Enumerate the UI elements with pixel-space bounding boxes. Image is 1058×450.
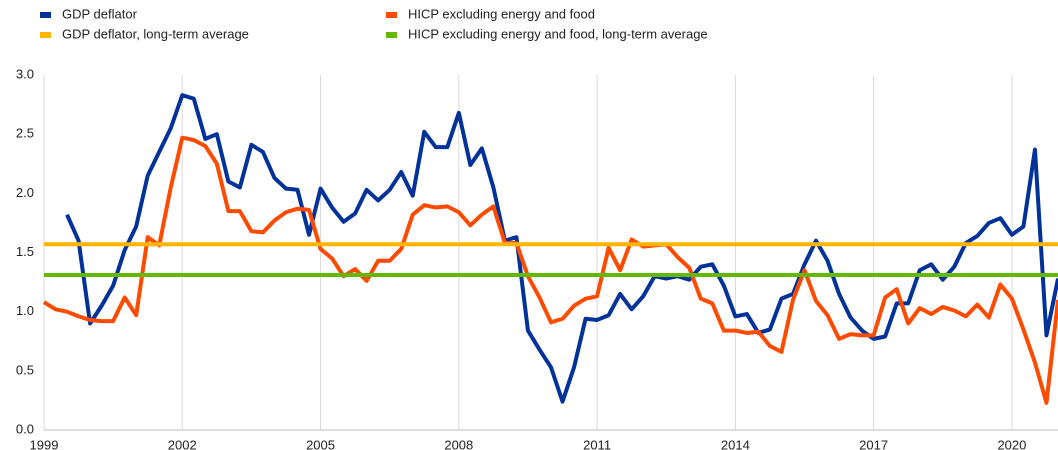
x-tick-label: 2005 (306, 437, 335, 450)
legend-label: GDP deflator, long-term average (62, 26, 249, 41)
legend-label: GDP deflator (62, 6, 138, 21)
y-tick-label: 0.5 (16, 362, 34, 377)
series-line (65, 93, 1058, 404)
legend-swatch (386, 12, 397, 18)
legend-label: HICP excluding energy and food (408, 6, 595, 21)
y-tick-label: 1.0 (16, 303, 34, 318)
x-tick-label: 2020 (997, 437, 1026, 450)
x-tick-label: 2017 (859, 437, 888, 450)
x-tick-label: 2002 (168, 437, 197, 450)
y-tick-label: 3.0 (16, 66, 34, 81)
y-tick-label: 2.5 (16, 126, 34, 141)
y-tick-label: 2.0 (16, 185, 34, 200)
legend-swatch (40, 32, 51, 38)
x-tick-label: 2011 (583, 437, 611, 450)
legend-swatch (386, 32, 397, 38)
legend-swatch (40, 12, 51, 18)
legend-label: HICP excluding energy and food, long-ter… (408, 26, 708, 41)
x-tick-label: 1999 (30, 437, 59, 450)
y-tick-label: 0.0 (16, 421, 34, 436)
x-tick-label: 2008 (444, 437, 473, 450)
series-line (42, 135, 1058, 405)
x-tick-label: 2014 (721, 437, 750, 450)
y-tick-label: 1.5 (16, 244, 34, 259)
